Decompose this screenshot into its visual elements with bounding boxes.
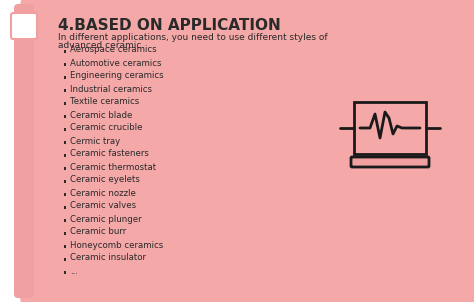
Text: Industrial ceramics: Industrial ceramics bbox=[70, 85, 152, 94]
Bar bbox=[64, 180, 66, 183]
Text: Ceramic thermostat: Ceramic thermostat bbox=[70, 162, 156, 172]
Text: Ceramic plunger: Ceramic plunger bbox=[70, 214, 142, 223]
Bar bbox=[64, 245, 66, 248]
Text: Ceramic valves: Ceramic valves bbox=[70, 201, 136, 210]
Text: Aerospace ceramics: Aerospace ceramics bbox=[70, 46, 156, 54]
Bar bbox=[64, 167, 66, 170]
Text: Ceramic blade: Ceramic blade bbox=[70, 111, 132, 120]
Bar bbox=[64, 76, 66, 79]
Bar bbox=[354, 102, 426, 154]
FancyBboxPatch shape bbox=[14, 4, 34, 298]
Bar bbox=[64, 50, 66, 53]
Bar bbox=[64, 271, 66, 274]
FancyBboxPatch shape bbox=[11, 13, 37, 39]
Bar bbox=[64, 63, 66, 66]
Text: Ceramic eyelets: Ceramic eyelets bbox=[70, 175, 140, 185]
Bar bbox=[64, 193, 66, 196]
Text: In different applications, you need to use different styles of: In different applications, you need to u… bbox=[58, 33, 328, 42]
Bar bbox=[64, 258, 66, 261]
Text: advanced ceramic.: advanced ceramic. bbox=[58, 41, 144, 50]
Bar bbox=[64, 128, 66, 131]
Text: ...: ... bbox=[70, 266, 78, 275]
Text: 4.BASED ON APPLICATION: 4.BASED ON APPLICATION bbox=[58, 18, 281, 33]
Bar bbox=[64, 154, 66, 157]
Text: Textile ceramics: Textile ceramics bbox=[70, 98, 139, 107]
Bar bbox=[64, 115, 66, 118]
Text: Ceramic nozzle: Ceramic nozzle bbox=[70, 188, 136, 198]
Bar bbox=[64, 232, 66, 235]
Text: Cermic tray: Cermic tray bbox=[70, 137, 120, 146]
Text: Ceramic burr: Ceramic burr bbox=[70, 227, 126, 236]
Bar bbox=[64, 89, 66, 92]
Text: Ceramic crucible: Ceramic crucible bbox=[70, 124, 143, 133]
FancyBboxPatch shape bbox=[20, 0, 474, 302]
Bar bbox=[64, 141, 66, 144]
Text: Engineering ceramics: Engineering ceramics bbox=[70, 72, 164, 81]
Bar bbox=[64, 206, 66, 209]
Bar bbox=[64, 102, 66, 105]
Bar bbox=[64, 219, 66, 222]
Text: Ceramic fasteners: Ceramic fasteners bbox=[70, 149, 149, 159]
Text: Honeycomb ceramics: Honeycomb ceramics bbox=[70, 240, 163, 249]
Text: Automotive ceramics: Automotive ceramics bbox=[70, 59, 162, 68]
FancyBboxPatch shape bbox=[351, 157, 429, 167]
Text: Ceramic insulator: Ceramic insulator bbox=[70, 253, 146, 262]
